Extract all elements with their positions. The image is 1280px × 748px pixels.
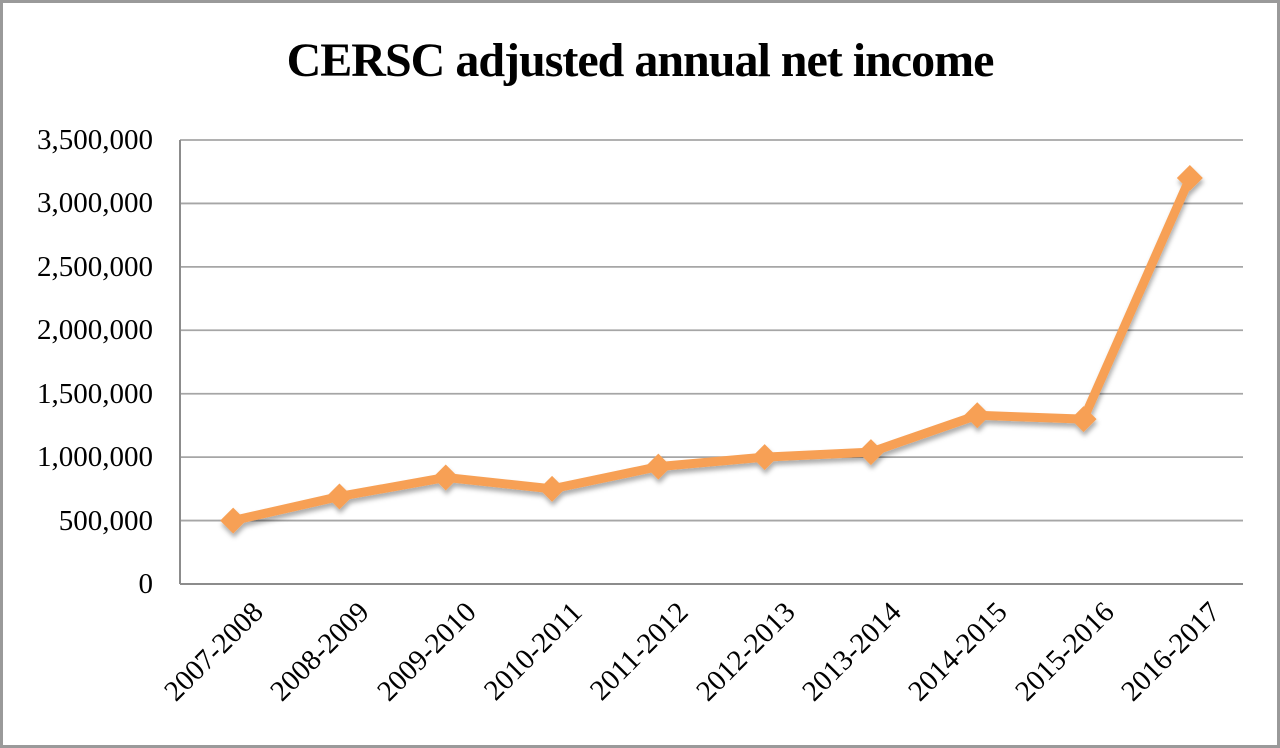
data-point-marker [857,439,884,466]
data-point-marker [964,402,991,429]
y-tick-label: 500,000 [58,504,153,537]
data-point-marker [326,483,353,510]
series-group [220,165,1203,534]
data-point-marker [432,464,459,491]
y-tick-label: 3,500,000 [37,124,153,156]
y-tick-label: 2,500,000 [37,250,153,283]
series-line [228,173,1195,526]
chart-title: CERSC adjusted annual net income [286,34,995,87]
data-point-marker [751,444,778,471]
y-tick-label: 2,000,000 [37,314,153,347]
y-tick-label: 1,000,000 [37,441,153,474]
y-tick-label: 3,000,000 [37,187,153,220]
y-tick-label: 1,500,000 [37,377,153,410]
data-point-marker [539,475,566,502]
y-tick-label: 0 [138,568,154,600]
data-point-marker [645,453,672,480]
line-chart-svg [179,139,1243,585]
data-point-marker [1176,165,1203,192]
data-point-marker [220,507,247,534]
plot-area [179,139,1243,585]
data-point-marker [1070,406,1097,433]
